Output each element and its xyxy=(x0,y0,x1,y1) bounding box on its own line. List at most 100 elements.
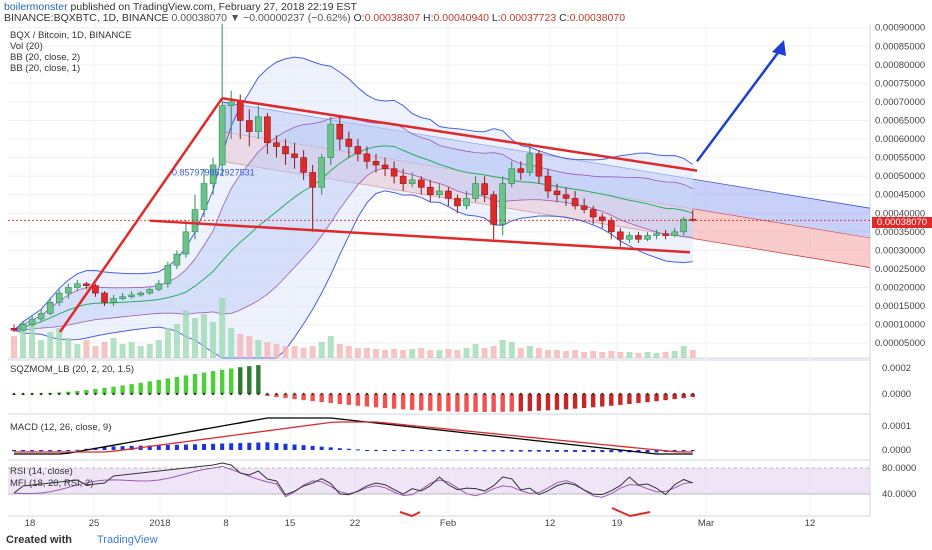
sqz-bar xyxy=(591,394,596,408)
open-value: 0.00038307 xyxy=(364,12,421,24)
candle-body xyxy=(255,116,262,132)
last-price-tag: 0.00038070 xyxy=(872,217,932,228)
macd-hist-bar xyxy=(156,445,161,450)
macd-hist-bar xyxy=(319,446,324,450)
legend-vol[interactable]: Vol (20) xyxy=(10,41,43,52)
sqz-bar xyxy=(373,394,379,408)
volume-bar xyxy=(617,352,624,358)
macd-hist-bar xyxy=(401,450,406,451)
candle-body xyxy=(671,231,678,236)
volume-bar xyxy=(246,336,253,358)
sqz-dot xyxy=(456,392,459,396)
macd-hist-bar xyxy=(654,450,659,453)
volume-bars xyxy=(11,298,696,358)
candle-body xyxy=(336,123,344,140)
sqz-dot xyxy=(220,392,224,396)
macd-hist-bar xyxy=(690,450,695,452)
volume-bar xyxy=(427,350,434,358)
macd-hist-bar xyxy=(66,450,71,451)
macd-hist-bar xyxy=(12,450,16,452)
legend-bb1[interactable]: BB (20, close, 2) xyxy=(10,52,81,63)
candle-body xyxy=(644,235,651,240)
volume-bar xyxy=(671,351,678,358)
candle-body xyxy=(92,285,99,294)
macd-hist-bar xyxy=(57,450,62,452)
sqz-bar xyxy=(84,390,89,394)
macd-hist-bar xyxy=(193,444,197,450)
candle-body xyxy=(426,186,434,196)
sqz-bar xyxy=(518,394,523,412)
sqz-bar xyxy=(473,394,478,412)
candle-body xyxy=(19,324,27,331)
sqz-dot xyxy=(519,392,522,396)
macd-hist-bar xyxy=(229,443,234,450)
sqz-bar xyxy=(328,394,333,404)
macd-hist-bar xyxy=(636,450,641,453)
candle-body xyxy=(598,216,606,221)
y-tick-label: 0.00010000 xyxy=(875,320,925,331)
sqz-bar xyxy=(681,394,686,399)
macd-hist-bar xyxy=(220,443,225,450)
volume-bar xyxy=(164,328,171,358)
bb2-lower xyxy=(13,190,693,359)
sqz-bar xyxy=(663,394,668,401)
sqz-bar xyxy=(201,372,207,394)
macd-hist-bar xyxy=(211,443,216,450)
sqz-dot xyxy=(30,392,34,396)
macd-hist-bar xyxy=(30,450,35,452)
sqz-dot xyxy=(492,392,495,396)
candle-body xyxy=(617,231,624,240)
sqz-bar xyxy=(446,394,451,412)
legend-mfi[interactable]: MFI (18, 20, RSI, 2) xyxy=(10,478,94,489)
legend-rsi[interactable]: RSI (14, close) xyxy=(10,466,73,477)
sqz-bar xyxy=(102,387,107,394)
legend-main[interactable]: BQX / Bitcoin, 1D, BINANCE xyxy=(10,30,132,41)
candle-body xyxy=(282,146,289,155)
candle-body xyxy=(46,302,54,314)
y-tick-label: 0.00075000 xyxy=(875,78,925,89)
sqz-bar xyxy=(156,379,161,394)
signal-line xyxy=(14,421,693,453)
sqz-bar xyxy=(93,389,98,394)
author-link[interactable]: boilermonster xyxy=(4,1,68,13)
macd-hist-bar xyxy=(591,450,596,453)
candle-body xyxy=(635,235,642,240)
volume-bar xyxy=(354,348,361,358)
tradingview-link[interactable]: TradingView xyxy=(97,534,158,546)
rally-line xyxy=(58,97,224,333)
legend-macd[interactable]: MACD (12, 26, close, 9) xyxy=(10,422,112,433)
sqz-bar xyxy=(609,394,614,406)
candle-body xyxy=(182,231,190,255)
y-tick-label: 0.00060000 xyxy=(875,134,925,145)
macd-hist-bar xyxy=(564,450,569,452)
change-label: 0.00038070 ▼ −0.00000237 (−0.62%) xyxy=(171,12,351,24)
candle-body xyxy=(490,194,497,225)
sqz-dot xyxy=(582,392,586,396)
legend-sqzmom[interactable]: SQZMOM_LB (20, 2, 20, 1.5) xyxy=(10,364,135,375)
volume-bar xyxy=(146,344,153,358)
macd-hist-bar xyxy=(681,450,686,452)
macd-hist-bar xyxy=(256,442,261,450)
volume-bar xyxy=(20,328,27,358)
sqz-bar xyxy=(572,394,578,409)
volume-bar xyxy=(264,342,271,358)
candle-body xyxy=(499,183,507,225)
volume-bar xyxy=(11,336,17,358)
sqz-tick: 0.0002 xyxy=(882,363,911,374)
volume-bar xyxy=(83,340,90,358)
sqz-bar xyxy=(428,394,433,411)
legend-bb2[interactable]: BB (20, close, 1) xyxy=(10,63,81,74)
candle-body xyxy=(562,194,570,199)
sqz-dot xyxy=(121,392,124,396)
bb2-fill xyxy=(14,57,693,358)
candle-body xyxy=(74,283,81,288)
sqz-bar xyxy=(618,394,623,405)
candle-body xyxy=(10,328,18,331)
candle-body xyxy=(390,168,398,177)
volume-bar xyxy=(373,349,379,358)
volume-bar xyxy=(445,349,452,358)
sqz-bar xyxy=(654,394,659,402)
sqz-dot xyxy=(202,392,206,396)
candle-body xyxy=(662,233,669,236)
candle-body xyxy=(227,101,235,106)
